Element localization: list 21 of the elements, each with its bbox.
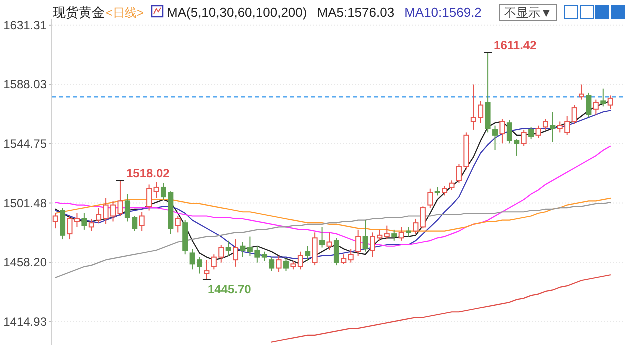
line-series <box>55 202 612 278</box>
button: 不显示▼ <box>500 4 558 22</box>
y-tick-label: 1544.75 <box>4 136 48 151</box>
annotation: 1518.02 <box>116 166 170 182</box>
annotation: MA10:1569.2 <box>404 5 482 20</box>
chart-title: 现货黄金 <box>53 5 105 20</box>
annotation: 1518.02 <box>126 166 170 181</box>
line-series <box>271 274 612 343</box>
annotation: 1445.70 <box>208 282 252 297</box>
annotation: MA(5,10,30,60,100,200) <box>167 5 308 20</box>
y-tick-label: 1458.20 <box>4 256 48 270</box>
annotation: 1611.42 <box>484 38 537 54</box>
chart-subtitle: <日线> <box>106 6 144 20</box>
y-tick-label: 1588.03 <box>4 78 48 92</box>
y-tick-label: 1501.48 <box>4 196 48 210</box>
annotation: MA5:1576.03 <box>317 5 395 20</box>
annotation: 不显示▼ <box>504 6 552 20</box>
y-tick-label: 1631.31 <box>4 18 48 32</box>
annotation: 1611.42 <box>494 38 538 53</box>
annotation: 1445.70 <box>202 279 252 297</box>
y-tick-label: 1414.93 <box>4 314 48 329</box>
